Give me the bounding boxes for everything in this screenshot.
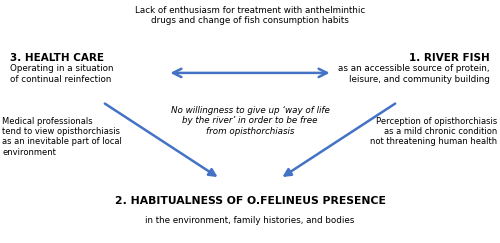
Text: Operating in a situation
of continual reinfection: Operating in a situation of continual re…	[10, 64, 114, 84]
Text: Lack of enthusiasm for treatment with anthelminthic
drugs and change of fish con: Lack of enthusiasm for treatment with an…	[135, 6, 365, 26]
Text: No willingness to give up ‘way of life
by the river’ in order to be free
from op: No willingness to give up ‘way of life b…	[170, 106, 330, 136]
Text: in the environment, family histories, and bodies: in the environment, family histories, an…	[146, 216, 354, 225]
Text: Medical professionals
tend to view opisthorchiasis
as an inevitable part of loca: Medical professionals tend to view opist…	[2, 117, 122, 157]
Text: as an accessible source of protein,
leisure, and community building: as an accessible source of protein, leis…	[338, 64, 490, 84]
Text: 2. HABITUALNESS OF O.FELINEUS PRESENCE: 2. HABITUALNESS OF O.FELINEUS PRESENCE	[114, 196, 386, 206]
Text: 1. RIVER FISH: 1. RIVER FISH	[409, 53, 490, 63]
Text: 3. HEALTH CARE: 3. HEALTH CARE	[10, 53, 104, 63]
Text: Perception of opisthorchiasis
as a mild chronic condition
not threatening human : Perception of opisthorchiasis as a mild …	[370, 117, 498, 147]
